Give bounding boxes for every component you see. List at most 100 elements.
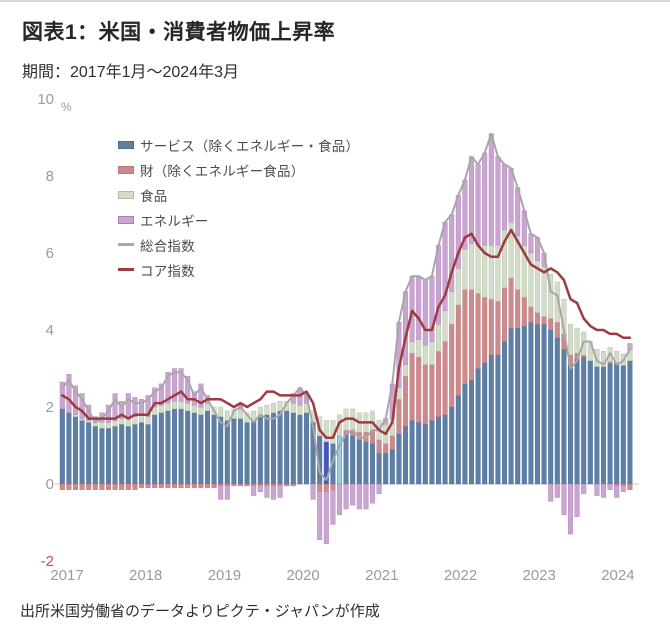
bar-segment bbox=[462, 289, 468, 385]
bar-segment bbox=[224, 410, 230, 421]
bar-segment bbox=[185, 410, 191, 485]
bar-segment bbox=[79, 420, 85, 485]
bar-segment bbox=[475, 293, 481, 369]
bar-segment bbox=[429, 420, 435, 485]
x-tick-label: 2019 bbox=[208, 567, 241, 584]
bar-segment bbox=[548, 329, 554, 485]
bar-segment bbox=[343, 433, 349, 485]
bar-segment bbox=[178, 408, 184, 485]
x-tick-label: 2017 bbox=[50, 567, 83, 584]
bar-segment bbox=[574, 483, 580, 517]
bar-segment bbox=[317, 491, 323, 541]
bar-segment bbox=[488, 299, 494, 356]
bar-segment bbox=[376, 483, 382, 494]
bar-segment bbox=[376, 439, 382, 454]
bar-segment bbox=[488, 133, 494, 246]
bar-segment bbox=[568, 364, 574, 485]
bar-segment bbox=[535, 312, 541, 325]
bar-segment bbox=[330, 483, 336, 490]
bar-segment bbox=[251, 420, 257, 485]
bar-segment bbox=[581, 356, 587, 485]
bar-segment bbox=[416, 339, 422, 358]
bar-segment bbox=[620, 365, 626, 485]
bar-segment bbox=[112, 420, 118, 427]
bar-segment bbox=[125, 393, 131, 419]
bar-segment bbox=[561, 349, 567, 485]
bar-segment bbox=[178, 368, 184, 402]
bar-segment bbox=[125, 426, 131, 485]
bar-segment bbox=[403, 364, 409, 377]
bar-segment bbox=[548, 483, 554, 502]
bar-segment bbox=[383, 443, 389, 454]
x-tick-label: 2024 bbox=[601, 567, 634, 584]
y-tick-label: -2 bbox=[41, 553, 54, 570]
bar-segment bbox=[607, 363, 613, 485]
bar-segment bbox=[271, 412, 277, 485]
bar-segment bbox=[198, 414, 204, 485]
bar-segment bbox=[237, 483, 243, 487]
bar-segment bbox=[158, 404, 164, 413]
bar-segment bbox=[627, 483, 633, 490]
bar-segment bbox=[535, 324, 541, 485]
bar-segment bbox=[429, 364, 435, 421]
bar-segment bbox=[105, 483, 111, 490]
bar-segment bbox=[422, 424, 428, 485]
bar-segment bbox=[297, 414, 303, 485]
bar-segment bbox=[442, 414, 448, 485]
bar-segment bbox=[86, 422, 92, 485]
bar-segment bbox=[264, 485, 270, 498]
bar-segment bbox=[515, 327, 521, 485]
bar-segment bbox=[541, 324, 547, 485]
bar-segment bbox=[119, 418, 125, 425]
bar-segment bbox=[158, 383, 164, 406]
bar-segment bbox=[112, 426, 118, 485]
bar-segment bbox=[436, 324, 442, 352]
bar-segment bbox=[442, 341, 448, 415]
bar-segment bbox=[607, 483, 613, 490]
bar-segment bbox=[86, 483, 92, 490]
bar-segment bbox=[403, 426, 409, 485]
bar-segment bbox=[627, 360, 633, 485]
bar-segment bbox=[66, 412, 72, 485]
bar-segment bbox=[198, 483, 204, 489]
bar-segment bbox=[594, 483, 600, 496]
legend-item-2: 財（除くエネルギー食品） bbox=[118, 157, 359, 182]
bar-segment bbox=[191, 412, 197, 485]
bar-segment bbox=[396, 433, 402, 485]
bar-segment bbox=[528, 322, 534, 485]
y-tick-label: 2 bbox=[46, 399, 54, 416]
bar-segment bbox=[257, 406, 263, 417]
bar-segment bbox=[370, 443, 376, 485]
x-tick-label: 2021 bbox=[365, 567, 398, 584]
bar-segment bbox=[152, 387, 158, 408]
bar-segment bbox=[112, 393, 118, 421]
bar-segment bbox=[541, 266, 547, 317]
bar-segment bbox=[469, 379, 475, 485]
bar-segment bbox=[548, 318, 554, 331]
bar-segment bbox=[224, 483, 230, 487]
bar-segment bbox=[271, 483, 277, 487]
bar-segment bbox=[105, 427, 111, 485]
bar-segment bbox=[92, 426, 98, 485]
legend-color-swatch bbox=[118, 165, 134, 174]
y-tick-label: 4 bbox=[46, 322, 54, 339]
bar-segment bbox=[601, 483, 607, 498]
bar-segment bbox=[257, 483, 263, 487]
bar-segment bbox=[284, 410, 290, 485]
bar-segment bbox=[86, 420, 92, 423]
bar-segment bbox=[370, 410, 376, 431]
legend-color-swatch bbox=[118, 190, 134, 199]
bar-segment bbox=[138, 483, 144, 489]
bar-segment bbox=[224, 420, 230, 485]
bar-segment bbox=[72, 416, 78, 485]
bar-segment bbox=[257, 416, 263, 485]
x-tick-label: 2023 bbox=[523, 567, 556, 584]
bar-segment bbox=[429, 275, 435, 342]
bar-segment bbox=[521, 325, 527, 485]
bar-segment bbox=[237, 418, 243, 485]
chart-legend: サービス（除くエネルギー・食品） 財（除くエネルギー食品） 食品 エネルギー 総合指数コ… bbox=[118, 132, 359, 282]
bar-segment bbox=[495, 354, 501, 485]
legend-label: コア指数 bbox=[140, 263, 195, 279]
bar-segment bbox=[204, 410, 210, 485]
bar-segment bbox=[389, 435, 395, 450]
